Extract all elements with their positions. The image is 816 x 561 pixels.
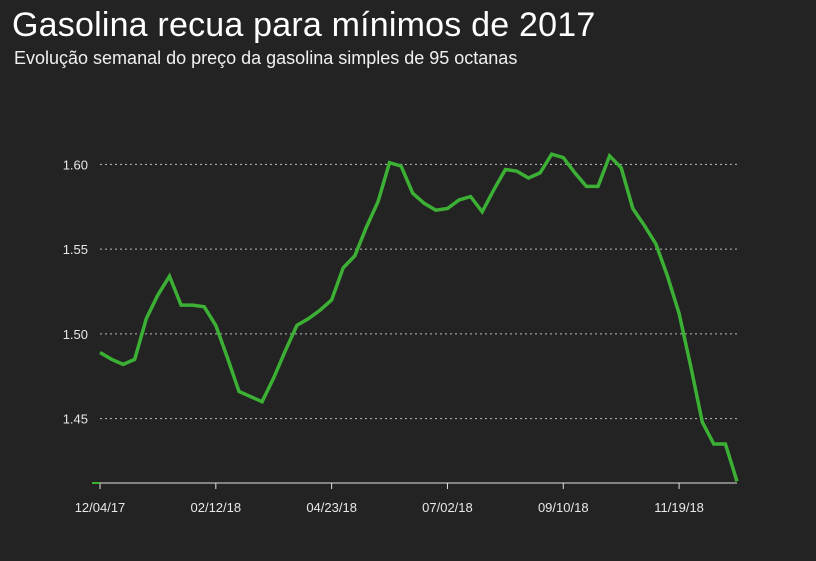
x-axis: 12/04/17 02/12/18 04/23/18 07/02/18 09/10/18… <box>75 482 737 515</box>
x-tick-label: 09/10/18 <box>538 500 589 515</box>
x-tick-label: 04/23/18 <box>306 500 357 515</box>
chart-subtitle: Evolução semanal do preço da gasolina si… <box>14 48 518 68</box>
chart-title: Gasolina recua para mínimos de 2017 <box>12 6 596 44</box>
series-layer <box>92 152 739 484</box>
y-tick-label: 1.50 <box>63 327 88 342</box>
x-tick-label: 12/04/17 <box>75 500 126 515</box>
y-tick-label: 1.55 <box>63 242 88 257</box>
y-tick-label: 1.45 <box>63 412 88 427</box>
x-tick-label: 11/19/18 <box>654 500 704 515</box>
y-tick-label: 1.60 <box>63 157 88 172</box>
gridlines <box>100 163 737 420</box>
series-line <box>99 152 739 482</box>
x-tick-label: 02/12/18 <box>191 500 242 515</box>
y-axis: 1.45 1.50 1.55 1.60 <box>63 157 88 426</box>
x-tick-label: 07/02/18 <box>422 500 473 515</box>
